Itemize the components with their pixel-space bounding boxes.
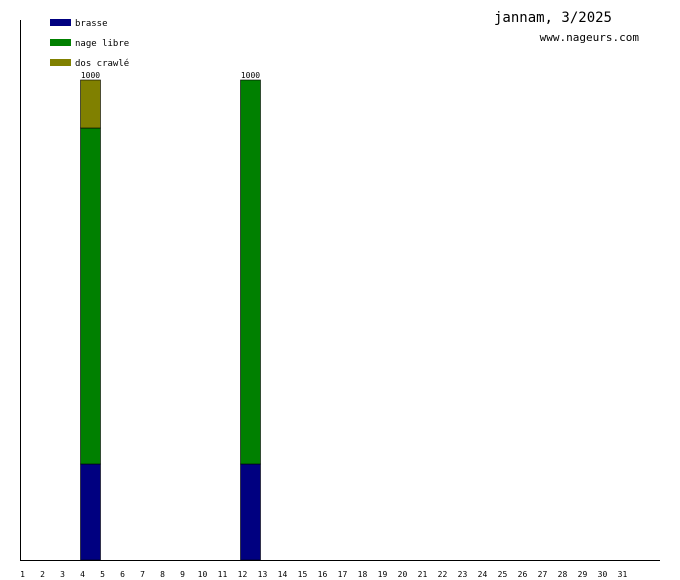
x-tick-23: 23 (458, 570, 468, 579)
x-tick-21: 21 (418, 570, 428, 579)
total-label-4: 1000 (81, 71, 100, 80)
x-tick-18: 18 (358, 570, 368, 579)
x-tick-27: 27 (538, 570, 548, 579)
legend-label-1: nage libre (75, 39, 129, 49)
bar-nage-libre-12 (240, 79, 261, 465)
x-tick-10: 10 (198, 570, 208, 579)
site-url: www.nageurs.com (540, 31, 640, 44)
x-tick-26: 26 (518, 570, 528, 579)
bar-brasse-4 (80, 463, 101, 561)
x-tick-8: 8 (160, 570, 165, 579)
x-tick-19: 19 (378, 570, 388, 579)
x-tick-25: 25 (498, 570, 508, 579)
x-tick-14: 14 (278, 570, 288, 579)
legend-swatch-0 (50, 19, 71, 26)
x-tick-30: 30 (598, 570, 608, 579)
bar-nage-libre-4 (80, 127, 101, 465)
bars-group (80, 79, 261, 561)
legend-swatch-2 (50, 59, 71, 66)
x-tick-2: 2 (40, 570, 45, 579)
bar-brasse-12 (240, 463, 261, 561)
x-tick-29: 29 (578, 570, 588, 579)
x-tick-11: 11 (218, 570, 228, 579)
x-tick-20: 20 (398, 570, 408, 579)
total-label-12: 1000 (241, 71, 260, 80)
x-tick-22: 22 (438, 570, 448, 579)
x-tick-4: 4 (80, 570, 85, 579)
x-tick-3: 3 (60, 570, 65, 579)
x-tick-17: 17 (338, 570, 348, 579)
chart-title: jannam, 3/2025 (494, 10, 612, 26)
x-tick-7: 7 (140, 570, 145, 579)
x-tick-9: 9 (180, 570, 185, 579)
x-tick-6: 6 (120, 570, 125, 579)
x-tick-1: 1 (20, 570, 25, 579)
x-tick-12: 12 (238, 570, 248, 579)
legend-swatch-1 (50, 39, 71, 46)
legend: brasse nage libre dos crawlé (50, 19, 129, 69)
x-tick-labels: 1 2 3 4 5 6 7 8 9 10 11 12 13 14 15 16 17 18 19 20 21 22 23 24 2… (20, 570, 627, 579)
x-tick-5: 5 (100, 570, 105, 579)
x-tick-16: 16 (318, 570, 328, 579)
legend-label-0: brasse (75, 19, 108, 29)
x-tick-24: 24 (478, 570, 488, 579)
x-tick-13: 13 (258, 570, 268, 579)
bar-dos-crawlé-4 (80, 79, 101, 129)
legend-label-2: dos crawlé (75, 58, 129, 69)
x-tick-31: 31 (618, 570, 628, 579)
total-labels: 1000 1000 (81, 71, 260, 80)
x-tick-15: 15 (298, 570, 308, 579)
x-tick-28: 28 (558, 570, 568, 579)
